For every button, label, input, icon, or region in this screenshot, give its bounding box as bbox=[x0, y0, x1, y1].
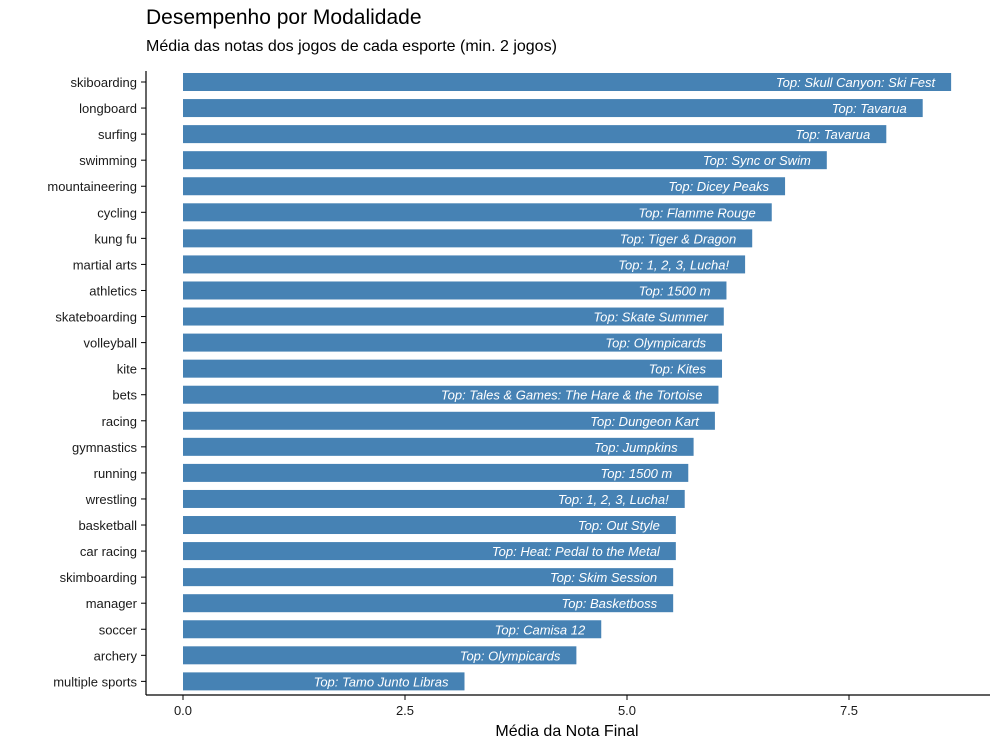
bar-data-label: Top: Flamme Rouge bbox=[638, 205, 755, 220]
bar-multiple-sports bbox=[183, 672, 465, 691]
bar-data-label: Top: Dungeon Kart bbox=[590, 414, 700, 429]
bar-wrestling bbox=[183, 489, 685, 508]
bar-mountaineering bbox=[183, 177, 786, 196]
bar-data-label: Top: 1500 m bbox=[600, 466, 672, 481]
bar-data-label: Top: Olympicards bbox=[460, 648, 561, 663]
bar-cycling bbox=[183, 203, 772, 222]
category-label: athletics bbox=[89, 283, 137, 298]
category-label: manager bbox=[86, 596, 138, 611]
x-tick-label: 5.0 bbox=[618, 703, 636, 718]
chart-title: Desempenho por Modalidade bbox=[146, 6, 422, 29]
category-label: swimming bbox=[79, 153, 137, 168]
bar-archery bbox=[183, 646, 577, 665]
bar-gymnastics bbox=[183, 437, 694, 456]
bar-data-label: Top: Olympicards bbox=[605, 336, 706, 351]
bar-data-label: Top: Heat: Pedal to the Metal bbox=[492, 544, 661, 559]
x-tick-label: 0.0 bbox=[174, 703, 192, 718]
category-label: basketball bbox=[78, 518, 137, 533]
bar-data-label: Top: Tamo Junto Libras bbox=[314, 674, 449, 689]
bar-data-label: Top: Skim Session bbox=[550, 570, 657, 585]
bar-bets bbox=[183, 385, 719, 404]
bar-data-label: Top: Tiger & Dragon bbox=[620, 231, 736, 246]
x-tick-label: 7.5 bbox=[840, 703, 858, 718]
bar-car-racing bbox=[183, 542, 676, 561]
bar-data-label: Top: 1, 2, 3, Lucha! bbox=[618, 257, 729, 272]
category-label: car racing bbox=[80, 544, 137, 559]
category-label: skimboarding bbox=[60, 570, 137, 585]
bar-data-label: Top: Tales & Games: The Hare & the Torto… bbox=[441, 388, 703, 403]
bar-soccer bbox=[183, 620, 602, 639]
bar-swimming bbox=[183, 151, 827, 170]
bar-volleyball bbox=[183, 333, 723, 352]
bar-data-label: Top: Skate Summer bbox=[593, 310, 708, 325]
bar-martial-arts bbox=[183, 255, 746, 274]
bar-data-label: Top: Skull Canyon: Ski Fest bbox=[776, 75, 937, 90]
x-axis-ticks: 0.0 2.5 5.0 7.5 bbox=[174, 695, 858, 718]
category-label: running bbox=[94, 466, 137, 481]
category-label: volleyball bbox=[84, 336, 138, 351]
bar-racing bbox=[183, 411, 715, 430]
category-labels: skiboarding longboard surfing swimming mount… bbox=[47, 75, 146, 689]
bar-data-label: Top: Sync or Swim bbox=[703, 153, 811, 168]
bar-kite bbox=[183, 359, 723, 378]
bar-data-label: Top: Camisa 12 bbox=[495, 622, 586, 637]
bar-manager bbox=[183, 594, 674, 613]
x-tick-label: 2.5 bbox=[396, 703, 414, 718]
category-label: gymnastics bbox=[72, 440, 138, 455]
x-axis-title: Média da Nota Final bbox=[495, 723, 638, 740]
category-label: wrestling bbox=[85, 492, 137, 507]
bar-longboard bbox=[183, 99, 923, 118]
category-label: skiboarding bbox=[71, 75, 138, 90]
category-label: bets bbox=[112, 388, 137, 403]
bar-data-label: Top: 1500 m bbox=[639, 283, 711, 298]
bar-data-label: Top: 1, 2, 3, Lucha! bbox=[558, 492, 669, 507]
category-label: kite bbox=[117, 362, 137, 377]
bar-data-label: Top: Tavarua bbox=[832, 101, 907, 116]
category-label: martial arts bbox=[73, 257, 138, 272]
bar-athletics bbox=[183, 281, 727, 300]
category-label: skateboarding bbox=[55, 310, 137, 325]
category-label: mountaineering bbox=[47, 179, 137, 194]
bar-data-label: Top: Kites bbox=[649, 362, 707, 377]
bars-layer: Top: Skull Canyon: Ski Fest Top: Tavarua T… bbox=[183, 73, 952, 691]
bar-data-label: Top: Basketboss bbox=[562, 596, 658, 611]
category-label: multiple sports bbox=[53, 674, 137, 689]
bar-data-label: Top: Out Style bbox=[578, 518, 660, 533]
bar-skimboarding bbox=[183, 568, 674, 587]
bar-surfing bbox=[183, 125, 887, 144]
bar-skateboarding bbox=[183, 307, 724, 326]
bar-skiboarding bbox=[183, 73, 952, 91]
category-label: archery bbox=[94, 648, 138, 663]
category-label: soccer bbox=[99, 622, 138, 637]
bar-basketball bbox=[183, 516, 676, 535]
category-label: longboard bbox=[79, 101, 137, 116]
category-label: surfing bbox=[98, 127, 137, 142]
category-label: racing bbox=[102, 414, 137, 429]
category-label: kung fu bbox=[94, 231, 137, 246]
bar-kung-fu bbox=[183, 229, 753, 248]
bar-running bbox=[183, 463, 689, 482]
bar-data-label: Top: Tavarua bbox=[795, 127, 870, 142]
category-label: cycling bbox=[97, 205, 137, 220]
bar-data-label: Top: Jumpkins bbox=[594, 440, 678, 455]
bar-data-label: Top: Dicey Peaks bbox=[668, 179, 769, 194]
chart-subtitle: Média das notas dos jogos de cada esport… bbox=[146, 38, 557, 55]
